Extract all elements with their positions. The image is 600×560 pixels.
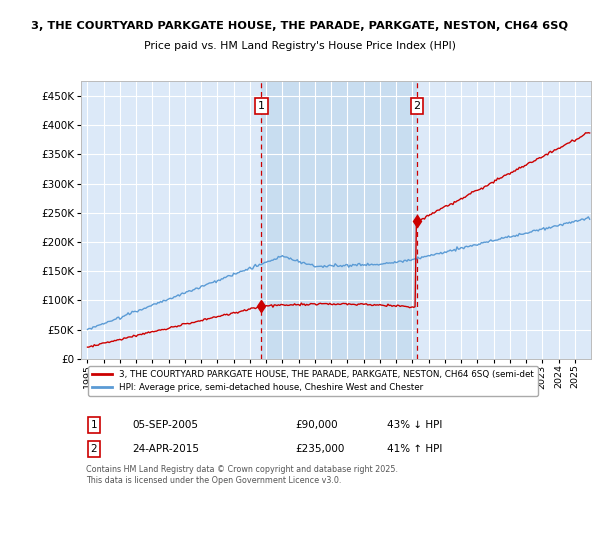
Text: £235,000: £235,000 xyxy=(295,444,344,454)
Text: 2: 2 xyxy=(413,101,421,111)
Text: 3, THE COURTYARD PARKGATE HOUSE, THE PARADE, PARKGATE, NESTON, CH64 6SQ: 3, THE COURTYARD PARKGATE HOUSE, THE PAR… xyxy=(31,21,569,31)
Text: 24-APR-2015: 24-APR-2015 xyxy=(132,444,199,454)
Text: 43% ↓ HPI: 43% ↓ HPI xyxy=(387,420,442,430)
Text: 41% ↑ HPI: 41% ↑ HPI xyxy=(387,444,442,454)
Text: 1: 1 xyxy=(258,101,265,111)
Text: Price paid vs. HM Land Registry's House Price Index (HPI): Price paid vs. HM Land Registry's House … xyxy=(144,41,456,51)
Text: 05-SEP-2005: 05-SEP-2005 xyxy=(132,420,198,430)
Text: £90,000: £90,000 xyxy=(295,420,338,430)
Text: 1: 1 xyxy=(91,420,97,430)
Legend: 3, THE COURTYARD PARKGATE HOUSE, THE PARADE, PARKGATE, NESTON, CH64 6SQ (semi-de: 3, THE COURTYARD PARKGATE HOUSE, THE PAR… xyxy=(88,366,538,396)
Text: 2: 2 xyxy=(91,444,97,454)
Bar xyxy=(262,81,417,359)
Text: Contains HM Land Registry data © Crown copyright and database right 2025.
This d: Contains HM Land Registry data © Crown c… xyxy=(86,465,398,484)
